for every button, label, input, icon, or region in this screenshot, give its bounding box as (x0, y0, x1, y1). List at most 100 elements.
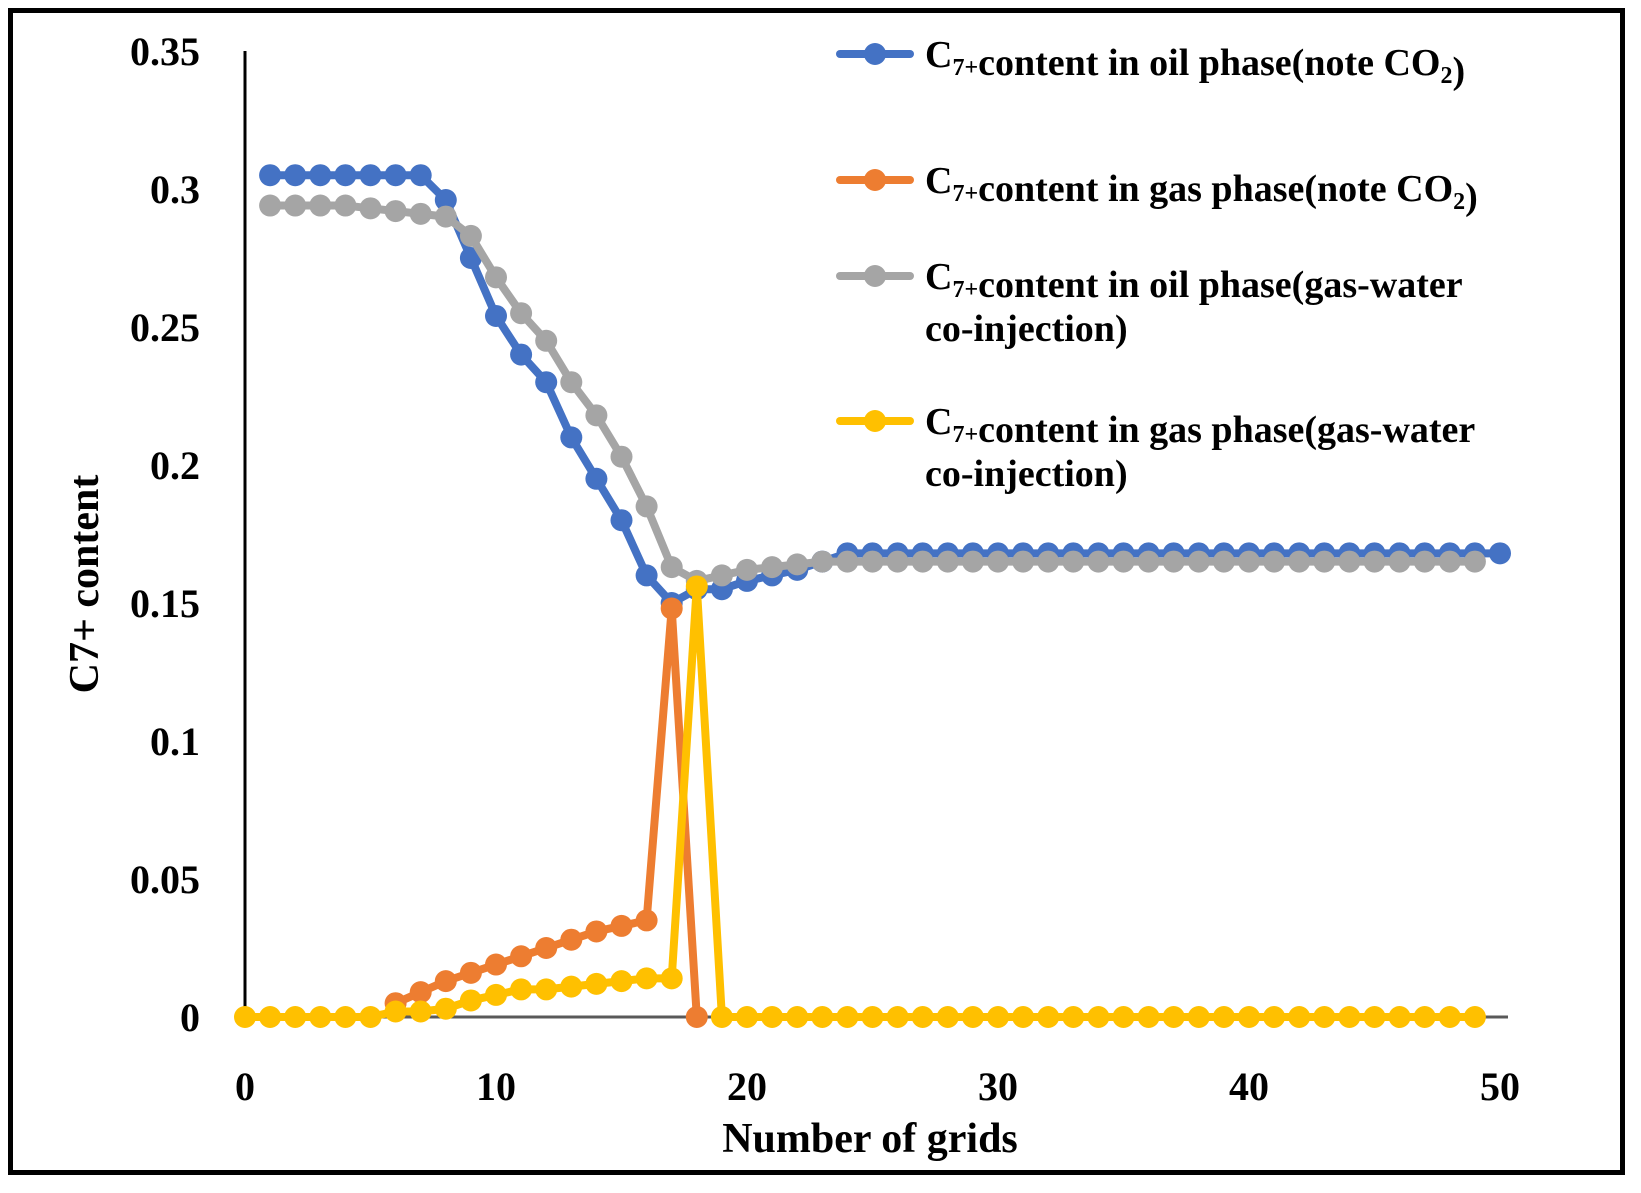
data-point (1263, 1006, 1286, 1028)
data-point (786, 553, 809, 576)
data-point (1187, 1006, 1210, 1028)
y-tick-label: 0 (180, 995, 200, 1040)
data-point (987, 1006, 1009, 1028)
legend-swatch-marker (864, 169, 886, 191)
data-point (384, 1000, 407, 1023)
series-layer (234, 164, 1511, 1028)
data-point (510, 343, 533, 366)
data-point (1489, 542, 1511, 565)
data-point (761, 1006, 784, 1028)
data-point (1162, 550, 1185, 573)
data-point (434, 189, 457, 212)
data-point (334, 164, 357, 187)
data-point (1037, 1006, 1060, 1028)
legend-item: C7+content in oil phase(note CO2) (836, 34, 1465, 92)
data-point (560, 371, 583, 394)
legend-label-part: 7+ (952, 277, 978, 303)
data-point (510, 978, 533, 1001)
data-point (685, 1006, 708, 1028)
legend-label-line2: co-injection) (925, 453, 1128, 495)
data-point (635, 967, 658, 990)
x-tick-label: 0 (235, 1064, 255, 1109)
data-point (836, 1006, 859, 1028)
legend-label-part: 7+ (952, 55, 978, 81)
legend-swatch-marker (864, 410, 886, 432)
data-point (1187, 550, 1210, 573)
data-point (936, 550, 959, 573)
data-point (510, 302, 533, 325)
data-point (535, 978, 558, 1001)
data-point (811, 550, 834, 573)
data-point (1263, 550, 1286, 573)
data-point (1212, 550, 1235, 573)
data-point (1338, 550, 1361, 573)
data-point (685, 575, 708, 598)
x-tick-label: 40 (1229, 1064, 1269, 1109)
data-point (886, 550, 909, 573)
data-point (961, 550, 984, 573)
data-point (434, 205, 457, 228)
data-point (911, 550, 934, 573)
data-point (635, 564, 658, 587)
data-point (585, 972, 608, 995)
data-point (1238, 1006, 1260, 1028)
data-point (710, 564, 733, 587)
data-point (1288, 550, 1311, 573)
data-point (1162, 1006, 1185, 1028)
data-point (1338, 1006, 1361, 1028)
legend-swatch-marker (864, 43, 886, 65)
legend-label: C7+content in gas phase(gas-water (925, 401, 1475, 451)
legend-label-part: C (925, 256, 952, 298)
data-point (485, 953, 507, 976)
data-point (485, 266, 507, 289)
data-point (1238, 550, 1260, 573)
data-point (359, 1006, 382, 1028)
data-point (1463, 1006, 1486, 1028)
data-point (560, 975, 583, 998)
legend-label-line2: co-injection) (925, 308, 1128, 350)
data-point (1037, 550, 1060, 573)
legend-item: C7+content in oil phase(gas-waterco-inje… (836, 256, 1463, 350)
y-tick-label: 0.3 (150, 167, 200, 212)
data-point (284, 194, 307, 217)
data-point (1112, 550, 1135, 573)
data-point (434, 970, 457, 993)
legend-label-part: C (925, 34, 952, 76)
x-tick-labels: 0 10 20 30 40 50 (235, 1064, 1520, 1109)
data-point (635, 909, 658, 932)
legend-label-part: content in gas phase(gas-water (978, 409, 1475, 451)
data-point (1413, 1006, 1436, 1028)
legend-label: C7+content in oil phase(note CO2) (925, 34, 1465, 92)
series-4 (234, 575, 1486, 1028)
series-2 (384, 597, 708, 1028)
data-point (1288, 1006, 1311, 1028)
data-point (409, 164, 432, 187)
data-point (1112, 1006, 1135, 1028)
data-point (635, 495, 658, 518)
legend-label-part: 7+ (952, 181, 978, 207)
data-point (585, 920, 608, 943)
data-point (459, 961, 482, 984)
data-point (710, 1006, 733, 1028)
data-point (1087, 1006, 1110, 1028)
data-point (1313, 1006, 1336, 1028)
data-point (1438, 550, 1461, 573)
data-point (861, 550, 884, 573)
data-point (585, 467, 608, 490)
legend-label-part: 2 (1441, 63, 1453, 89)
data-point (1012, 1006, 1035, 1028)
legend-label-part: content in oil phase(note CO (978, 42, 1440, 84)
x-axis-title: Number of grids (722, 1116, 1018, 1162)
series-line (245, 582, 1475, 1021)
data-point (459, 989, 482, 1012)
data-point (560, 426, 583, 449)
data-point (610, 914, 633, 937)
series-3 (259, 194, 1486, 592)
data-point (510, 945, 533, 968)
legend-label-part: ) (1465, 176, 1478, 218)
x-tick-label: 10 (476, 1064, 516, 1109)
data-point (535, 329, 558, 352)
data-point (284, 164, 307, 187)
data-point (309, 1006, 332, 1028)
data-point (334, 194, 357, 217)
